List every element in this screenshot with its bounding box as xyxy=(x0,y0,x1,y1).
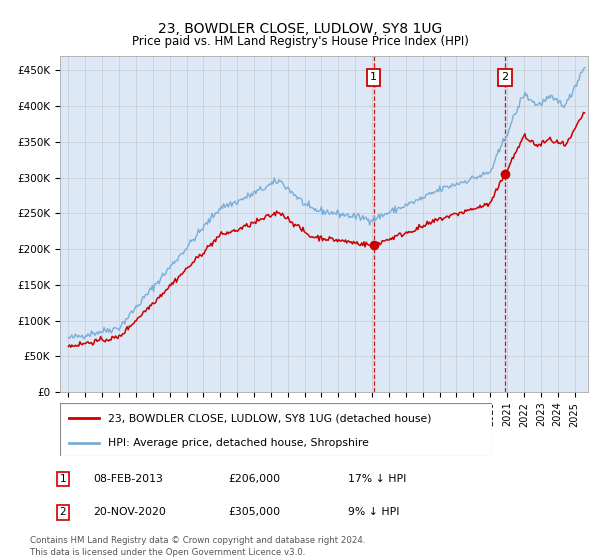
Text: 23, BOWDLER CLOSE, LUDLOW, SY8 1UG (detached house): 23, BOWDLER CLOSE, LUDLOW, SY8 1UG (deta… xyxy=(107,413,431,423)
Text: 2: 2 xyxy=(502,72,509,82)
Text: HPI: Average price, detached house, Shropshire: HPI: Average price, detached house, Shro… xyxy=(107,438,368,448)
Text: 9% ↓ HPI: 9% ↓ HPI xyxy=(348,507,400,517)
Text: Contains HM Land Registry data © Crown copyright and database right 2024.
This d: Contains HM Land Registry data © Crown c… xyxy=(30,536,365,557)
Text: £305,000: £305,000 xyxy=(228,507,280,517)
Text: 1: 1 xyxy=(59,474,67,484)
Text: 2: 2 xyxy=(59,507,67,517)
Text: 17% ↓ HPI: 17% ↓ HPI xyxy=(348,474,406,484)
Text: 23, BOWDLER CLOSE, LUDLOW, SY8 1UG: 23, BOWDLER CLOSE, LUDLOW, SY8 1UG xyxy=(158,22,442,36)
Text: 20-NOV-2020: 20-NOV-2020 xyxy=(93,507,166,517)
Text: 08-FEB-2013: 08-FEB-2013 xyxy=(93,474,163,484)
Text: Price paid vs. HM Land Registry's House Price Index (HPI): Price paid vs. HM Land Registry's House … xyxy=(131,35,469,48)
Text: £206,000: £206,000 xyxy=(228,474,280,484)
Text: 1: 1 xyxy=(370,72,377,82)
FancyBboxPatch shape xyxy=(60,403,492,456)
